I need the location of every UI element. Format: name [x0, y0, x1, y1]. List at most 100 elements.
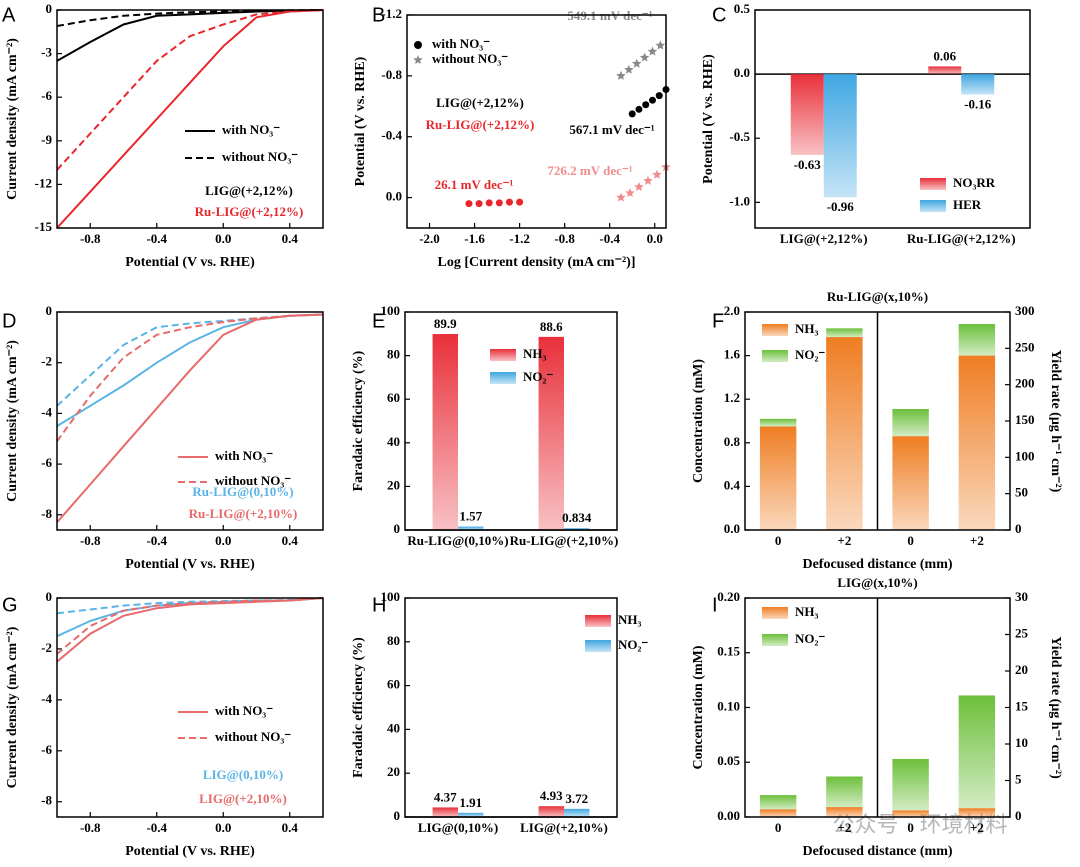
y-tick-label: -15 — [35, 219, 53, 234]
legend-swatch — [585, 615, 611, 627]
x-tick-label: -0.8 — [80, 820, 101, 835]
y2-tick-label: 200 — [1015, 376, 1035, 391]
y-tick-label: 40 — [387, 434, 400, 449]
panel-letter: A — [2, 4, 16, 26]
bar — [958, 355, 996, 530]
bar — [538, 806, 564, 817]
point — [625, 188, 635, 198]
x-tick-label: +2 — [837, 533, 851, 548]
x-tick-label: -0.4 — [146, 231, 167, 246]
panel-letter: I — [712, 594, 718, 616]
bar — [564, 528, 590, 530]
y-tick-label: 0.8 — [724, 434, 741, 449]
y2-tick-label: 20 — [1015, 662, 1028, 677]
x-tick-label: -0.4 — [146, 820, 167, 835]
bar — [790, 74, 824, 155]
x-tick-label: -1.2 — [509, 231, 530, 246]
point — [616, 70, 626, 80]
y-axis-title: Potential (V vs. RHE) — [353, 56, 368, 186]
line-series — [56, 597, 324, 663]
point — [655, 92, 663, 100]
x-tick-label: +2 — [837, 820, 851, 835]
plot-frame — [404, 597, 618, 818]
x-axis-title: Log [Current density (mA cm⁻²)] — [438, 255, 636, 270]
y-tick-label: 60 — [387, 390, 400, 405]
bar — [958, 323, 996, 356]
x-tick-label: Ru-LIG@(+2,12%) — [907, 231, 1016, 246]
point — [652, 169, 662, 179]
y2-axis-title: Yield rate (μg h⁻¹ cm⁻²) — [1048, 636, 1063, 779]
point — [643, 175, 653, 185]
annotation: Ru-LIG@(+2,10%) — [189, 506, 298, 521]
point — [647, 46, 658, 56]
y2-tick-label: 5 — [1015, 771, 1022, 786]
y2-tick-label: 0 — [1015, 808, 1022, 823]
x-axis-title: Potential (V vs. RHE) — [125, 255, 255, 270]
legend-label: NH₃ — [795, 604, 819, 619]
y-tick-label: -9 — [41, 132, 52, 147]
legend-label: without NO₃⁻ — [215, 729, 291, 744]
y-tick-label: 2.0 — [724, 303, 740, 318]
point — [624, 64, 634, 74]
point — [465, 200, 473, 208]
x-tick-label: 0.0 — [215, 820, 231, 835]
y-axis-title: Concentration (mM) — [691, 359, 706, 483]
y-tick-label: 40 — [387, 720, 400, 735]
y-tick-label: -0.5 — [729, 129, 750, 144]
plot-frame — [744, 597, 1011, 818]
bar — [892, 810, 929, 817]
legend-label: with NO₃⁻ — [215, 703, 273, 718]
bar — [458, 526, 484, 530]
bar — [759, 795, 797, 810]
legend-label: without NO₃⁻ — [222, 149, 298, 164]
point — [616, 192, 626, 202]
y-tick-label: 100 — [381, 303, 401, 318]
y2-tick-label: 0 — [1015, 521, 1022, 536]
x-tick-label: -0.8 — [80, 231, 101, 246]
point — [634, 181, 644, 191]
point — [628, 110, 636, 118]
legend-label: NH₃ — [523, 346, 547, 361]
panel-letter: C — [712, 4, 726, 26]
bar — [826, 337, 863, 530]
annotation: 26.1 mV dec⁻¹ — [435, 177, 514, 192]
annotation: 567.1 mV dec⁻¹ — [569, 122, 654, 137]
y-tick-label: -1.2 — [381, 6, 402, 21]
panel-letter: D — [2, 310, 16, 332]
x-tick-label: +2 — [970, 533, 984, 548]
bar — [538, 336, 564, 530]
chart-title: LIG@(x,10%) — [837, 575, 917, 590]
x-axis-title: Potential (V vs. RHE) — [125, 557, 255, 572]
y-tick-label: 1.6 — [724, 347, 741, 362]
y-tick-label: 80 — [387, 347, 400, 362]
y2-tick-label: 50 — [1015, 485, 1028, 500]
y-tick-label: -0.8 — [381, 67, 402, 82]
legend-swatch — [490, 372, 516, 384]
y2-tick-label: 10 — [1015, 735, 1028, 750]
y-tick-label: 0.0 — [724, 521, 740, 536]
y-tick-label: 0 — [46, 589, 53, 604]
bar — [958, 808, 996, 817]
x-tick-label: -1.6 — [464, 231, 485, 246]
y-tick-label: -2 — [41, 354, 52, 369]
x-tick-label: 0.4 — [282, 231, 299, 246]
y-tick-label: -6 — [41, 88, 52, 103]
legend-swatch — [490, 349, 516, 361]
x-tick-label: 0.4 — [282, 820, 299, 835]
x-tick-label: LIG@(+2,12%) — [780, 231, 868, 246]
x-tick-label: +2 — [970, 820, 984, 835]
legend-swatch — [920, 178, 946, 190]
x-tick-label: Ru-LIG@(0,10%) — [407, 533, 508, 548]
legend-swatch — [585, 640, 611, 652]
bar — [826, 776, 863, 808]
x-tick-label: 0 — [907, 820, 914, 835]
y-tick-label: 0.05 — [717, 753, 740, 768]
plot-frame — [406, 14, 667, 229]
x-tick-label: -0.4 — [146, 533, 167, 548]
y2-tick-label: 30 — [1015, 589, 1028, 604]
plot-frame — [744, 311, 1011, 531]
x-axis-title: Defocused distance (mm) — [802, 844, 952, 859]
panel-letter: G — [2, 594, 18, 616]
annotation: LIG@(0,10%) — [203, 767, 283, 782]
legend-label: NO₃RR — [953, 175, 996, 190]
